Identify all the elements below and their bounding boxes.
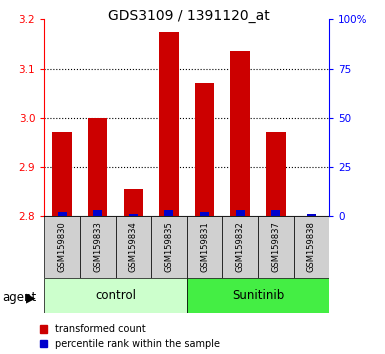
Bar: [44, 216, 80, 278]
Bar: [164, 210, 173, 216]
Text: control: control: [95, 289, 136, 302]
Bar: [93, 210, 102, 216]
Text: GSM159833: GSM159833: [93, 221, 102, 272]
Text: GSM159830: GSM159830: [58, 221, 67, 272]
Bar: [52, 132, 72, 216]
Bar: [129, 214, 138, 216]
Bar: [88, 118, 107, 216]
Bar: [195, 83, 214, 216]
Bar: [223, 216, 258, 278]
Bar: [266, 132, 286, 216]
Text: GSM159834: GSM159834: [129, 221, 138, 272]
Text: Sunitinib: Sunitinib: [232, 289, 284, 302]
Text: agent: agent: [2, 291, 36, 304]
Bar: [293, 216, 329, 278]
Bar: [187, 278, 329, 313]
Text: ▶: ▶: [26, 292, 36, 304]
Bar: [200, 212, 209, 216]
Text: GSM159831: GSM159831: [200, 221, 209, 272]
Text: GSM159832: GSM159832: [236, 221, 244, 272]
Bar: [116, 216, 151, 278]
Bar: [124, 189, 143, 216]
Text: GSM159837: GSM159837: [271, 221, 280, 272]
Bar: [307, 214, 316, 216]
Bar: [80, 216, 116, 278]
Bar: [236, 210, 244, 216]
Bar: [159, 32, 179, 216]
Bar: [44, 278, 187, 313]
Bar: [230, 51, 250, 216]
Bar: [58, 212, 67, 216]
Bar: [187, 216, 223, 278]
Text: GSM159835: GSM159835: [164, 221, 173, 272]
Legend: transformed count, percentile rank within the sample: transformed count, percentile rank withi…: [40, 324, 220, 349]
Text: GSM159838: GSM159838: [307, 221, 316, 272]
Text: GDS3109 / 1391120_at: GDS3109 / 1391120_at: [108, 9, 270, 23]
Bar: [258, 216, 294, 278]
Bar: [271, 210, 280, 216]
Bar: [151, 216, 187, 278]
